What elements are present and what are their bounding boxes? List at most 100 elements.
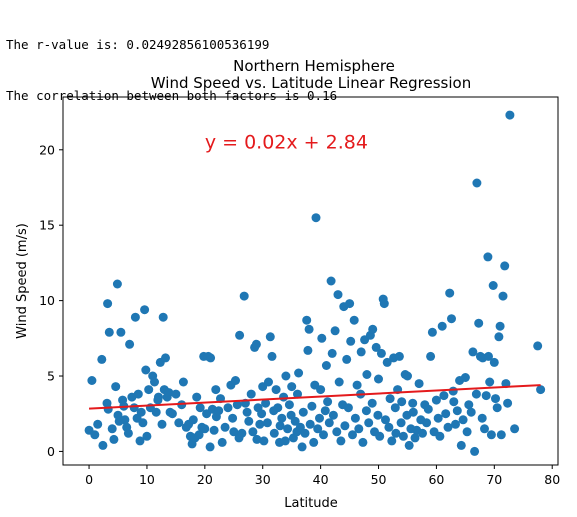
data-point: [468, 347, 478, 357]
data-point: [494, 332, 504, 342]
data-point: [90, 430, 100, 440]
data-point: [362, 370, 372, 379]
data-point: [267, 351, 277, 361]
data-point: [284, 400, 294, 410]
data-point: [255, 419, 265, 429]
chart-title-line-1: Northern Hemisphere: [233, 57, 395, 75]
data-point: [192, 392, 202, 402]
data-point: [98, 440, 108, 450]
y-tick-label: 20: [39, 142, 55, 157]
data-point: [174, 418, 184, 428]
data-point: [167, 409, 177, 419]
data-point: [374, 374, 383, 384]
data-point: [375, 431, 385, 441]
data-point: [343, 403, 353, 413]
data-point: [188, 415, 198, 425]
data-point: [133, 389, 143, 399]
data-point: [242, 407, 252, 417]
data-point: [414, 379, 424, 389]
data-point: [271, 385, 281, 395]
data-point: [220, 422, 230, 432]
regression-line: [89, 384, 541, 410]
data-point: [103, 404, 113, 414]
data-point: [456, 440, 466, 450]
data-point: [251, 339, 261, 349]
data-point: [404, 440, 414, 450]
data-point: [116, 327, 126, 337]
data-point: [262, 418, 272, 428]
data-point: [97, 354, 107, 364]
data-point: [200, 424, 210, 434]
data-point: [112, 279, 122, 289]
data-point: [427, 327, 437, 337]
data-point: [536, 385, 546, 395]
data-point: [104, 327, 114, 337]
data-point: [313, 424, 323, 434]
data-point: [195, 403, 205, 413]
data-point: [452, 406, 462, 416]
data-point: [397, 397, 407, 407]
y-axis-ticks: 0 5 10 15 20: [39, 142, 63, 459]
x-tick-label: 30: [255, 472, 271, 487]
data-point: [498, 291, 508, 301]
data-point: [321, 361, 331, 370]
data-point: [298, 407, 308, 417]
data-point: [237, 428, 247, 438]
data-points: [84, 110, 546, 456]
data-point: [103, 299, 113, 309]
plot-frame: [62, 96, 559, 466]
data-point: [423, 404, 433, 414]
data-point: [346, 336, 356, 346]
data-point: [171, 389, 181, 399]
data-point: [252, 434, 262, 444]
data-point: [239, 291, 249, 301]
y-tick-label: 0: [47, 444, 55, 459]
data-point: [505, 110, 515, 120]
data-point: [214, 406, 224, 416]
data-point: [287, 382, 297, 392]
data-point: [403, 371, 412, 381]
data-point: [491, 394, 500, 404]
data-point: [293, 389, 302, 399]
data-point: [229, 427, 239, 437]
data-point: [231, 376, 240, 385]
data-point: [194, 430, 204, 440]
data-point: [382, 357, 392, 367]
x-tick-label: 20: [197, 472, 213, 487]
data-point: [328, 410, 338, 420]
data-point: [125, 339, 135, 349]
data-point: [437, 321, 447, 331]
data-point: [244, 416, 254, 426]
x-tick-label: 80: [544, 472, 560, 487]
data-point: [477, 413, 487, 423]
data-point: [326, 276, 336, 286]
data-point: [533, 341, 543, 351]
y-tick-label: 15: [39, 218, 55, 233]
data-point: [294, 368, 304, 378]
x-tick-label: 10: [139, 472, 155, 487]
data-point: [485, 377, 495, 387]
data-point: [279, 392, 289, 402]
data-point: [178, 377, 188, 387]
data-point: [480, 424, 489, 434]
y-axis-label: Wind Speed (m/s): [15, 223, 30, 339]
data-point: [364, 418, 374, 428]
data-point: [385, 394, 395, 404]
y-tick-label: 10: [39, 293, 55, 308]
data-point: [396, 418, 406, 428]
data-point: [390, 403, 400, 413]
data-point: [304, 324, 314, 334]
data-point: [368, 324, 378, 334]
data-point: [433, 413, 443, 423]
x-axis-ticks: 0 10 20 30 40 50 60 70 80: [85, 465, 560, 487]
data-point: [109, 434, 119, 444]
data-point: [261, 398, 271, 408]
data-point: [426, 351, 436, 361]
data-point: [142, 431, 152, 441]
data-point: [361, 406, 371, 416]
data-point: [246, 389, 256, 399]
x-tick-label: 0: [85, 472, 93, 487]
data-point: [481, 391, 491, 401]
data-point: [356, 347, 366, 357]
data-point: [305, 419, 315, 429]
